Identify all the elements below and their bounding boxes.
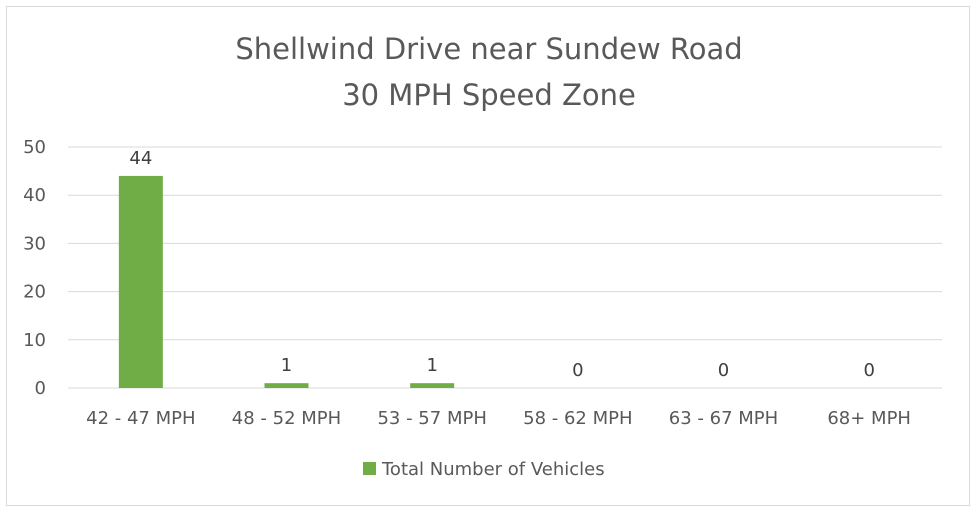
bars [118, 175, 455, 388]
data-label: 1 [281, 355, 292, 376]
data-label: 44 [129, 148, 152, 169]
data-labels: 44 1 1 0 0 0 [129, 148, 875, 381]
legend: Total Number of Vehicles [363, 459, 605, 480]
x-axis: 42 - 47 MPH 48 - 52 MPH 53 - 57 MPH 58 - 62… [86, 408, 911, 429]
y-tick-label: 40 [23, 185, 46, 206]
data-label: 0 [863, 360, 874, 381]
chart-frame [6, 6, 970, 506]
y-tick-label: 20 [23, 282, 46, 303]
chart-title-line-2: 30 MPH Speed Zone [342, 78, 636, 112]
x-tick-label: 53 - 57 MPH [377, 408, 486, 429]
bar [118, 175, 163, 388]
data-label: 0 [572, 360, 583, 381]
x-tick-label: 48 - 52 MPH [232, 408, 341, 429]
y-tick-label: 30 [23, 233, 46, 254]
legend-label: Total Number of Vehicles [381, 459, 605, 480]
x-tick-label: 63 - 67 MPH [669, 408, 778, 429]
y-tick-label: 0 [35, 378, 46, 399]
x-tick-label: 58 - 62 MPH [523, 408, 632, 429]
legend-swatch [363, 462, 376, 475]
data-label: 1 [426, 355, 437, 376]
x-tick-label: 42 - 47 MPH [86, 408, 195, 429]
bar [264, 383, 309, 388]
chart-title-line-1: Shellwind Drive near Sundew Road [235, 32, 743, 66]
y-tick-label: 10 [23, 330, 46, 351]
y-tick-label: 50 [23, 137, 46, 158]
bar [410, 383, 455, 388]
gridlines [68, 146, 942, 389]
data-label: 0 [718, 360, 729, 381]
y-axis: 0 10 20 30 40 50 [23, 137, 46, 399]
x-tick-label: 68+ MPH [827, 408, 911, 429]
